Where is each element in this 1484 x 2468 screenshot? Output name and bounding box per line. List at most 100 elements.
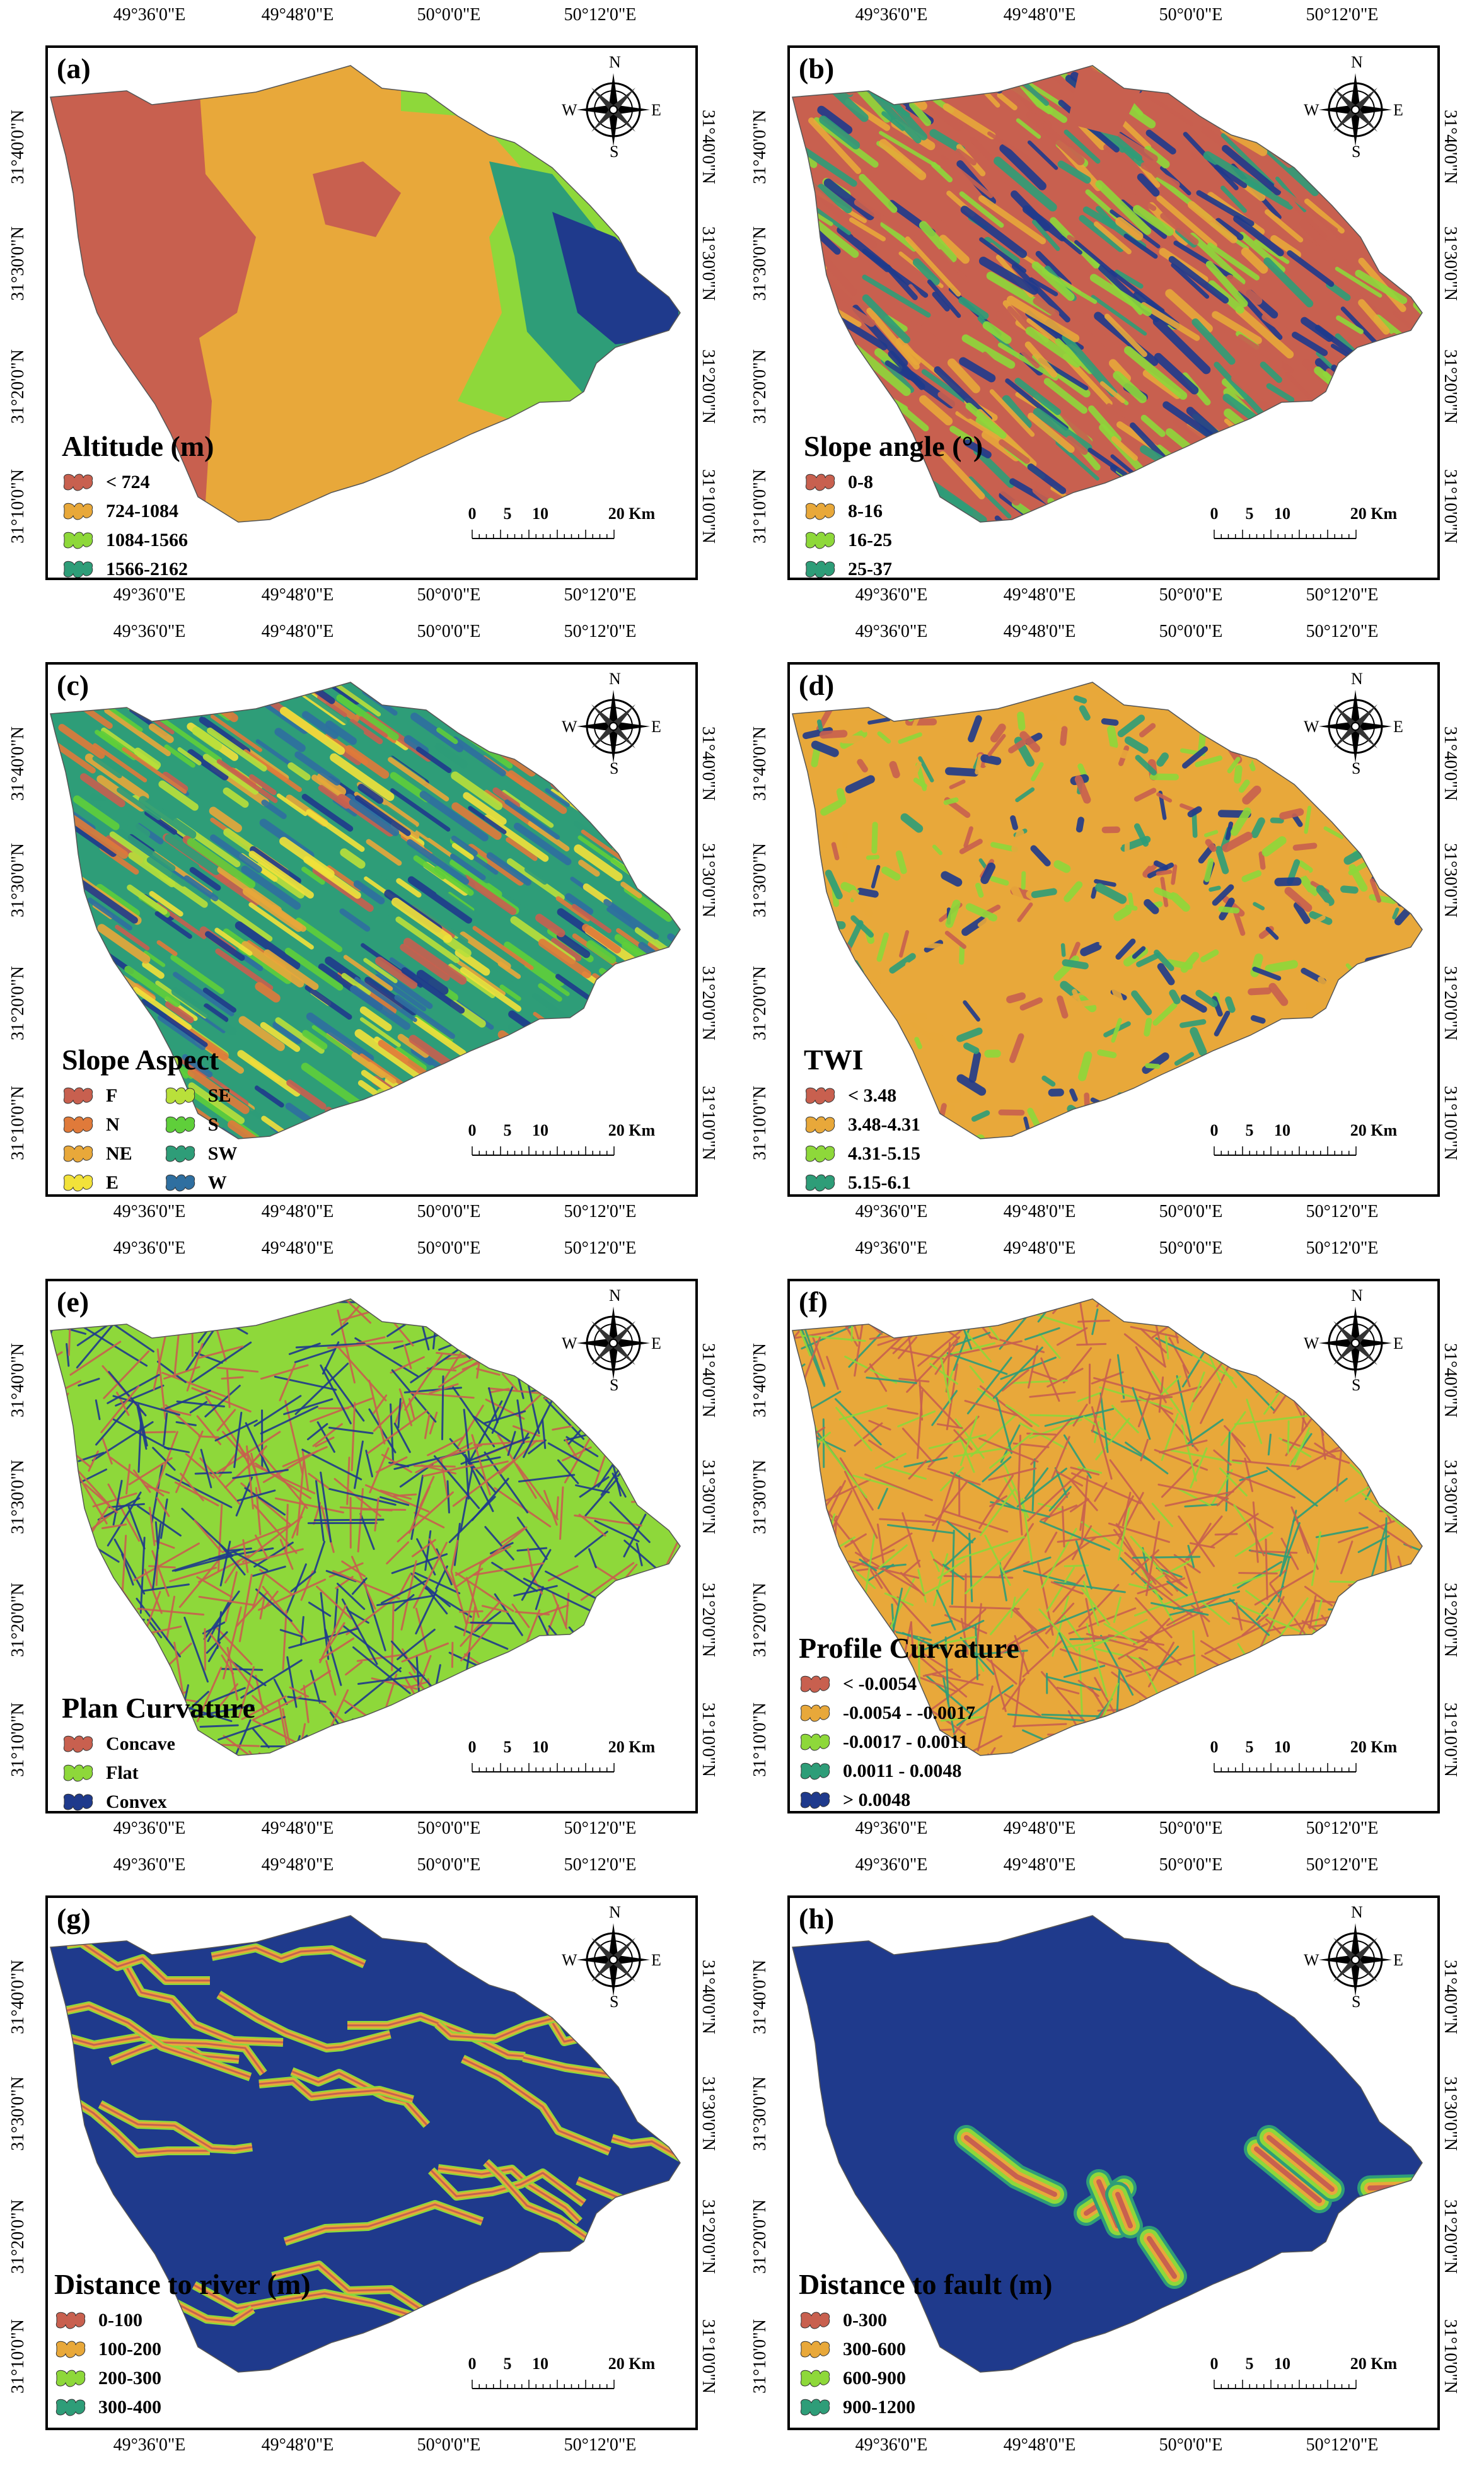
longitude-tick-top: 50°0'0"E: [417, 622, 481, 641]
panel-label: (b): [799, 52, 835, 84]
legend-swatch-icon: [804, 473, 837, 492]
longitude-tick-top: 50°0'0"E: [1159, 622, 1223, 641]
longitude-tick-bottom: 50°12'0"E: [564, 2435, 637, 2455]
legend-label: SW: [207, 1143, 238, 1164]
map-legend: Distance to fault (m) 0-300 300-600 600-900…: [799, 2267, 1052, 2428]
legend-label: < 724: [106, 472, 150, 492]
longitude-tick-top: 50°0'0"E: [417, 1238, 481, 1258]
study-area-map: [792, 65, 1423, 523]
legend-swatch-icon: [62, 1173, 95, 1192]
latitude-tick-left: 31°10'0"N: [750, 2319, 770, 2394]
map-frame: (d) N S E W 0 5 10 20 Km TWI < 3.48 3.48-4.31 4.31-5…: [787, 662, 1440, 1197]
scale-label: 20 Km: [1350, 504, 1398, 523]
north-arrow-icon: N S E W: [1299, 1286, 1412, 1394]
longitude-tick-bottom: 50°12'0"E: [1306, 2435, 1379, 2455]
scale-bar: 0 5 10 20 Km: [1208, 2354, 1410, 2399]
scale-label: 5: [1245, 504, 1254, 523]
legend-swatch-icon: [804, 1115, 837, 1134]
legend-label: 300-400: [98, 2397, 161, 2418]
legend-title: Slope angle (°): [804, 430, 983, 462]
compass-w-label: W: [1304, 101, 1319, 119]
legend-item: 200-300: [54, 2364, 311, 2393]
latitude-tick-left: 31°10'0"N: [8, 2319, 28, 2394]
map-legend: Plan Curvature Concave Flat Convex: [62, 1691, 255, 1811]
legend-swatch-icon: [804, 1173, 837, 1192]
latitude-tick-left: 31°20'0"N: [8, 1583, 28, 1657]
longitude-tick-bottom: 49°48'0"E: [1003, 1202, 1076, 1221]
scale-label: 0: [1210, 504, 1219, 523]
latitude-tick-right: 31°30'0"N: [698, 226, 718, 301]
legend-item: < 724: [62, 468, 214, 497]
compass-e-label: E: [1393, 101, 1403, 119]
latitude-tick-left: 31°10'0"N: [8, 1703, 28, 1777]
longitude-tick-top: 49°36'0"E: [855, 1855, 928, 1875]
latitude-tick-right: 31°40'0"N: [698, 110, 718, 184]
longitude-tick-bottom: 50°0'0"E: [417, 2435, 481, 2455]
legend-swatch-icon: [62, 1086, 95, 1105]
longitude-tick-top: 49°48'0"E: [261, 622, 334, 641]
legend-item: W: [164, 1168, 241, 1194]
compass-w-label: W: [1304, 1334, 1319, 1353]
compass-n-label: N: [609, 670, 621, 688]
legend-swatch-icon: [54, 2369, 87, 2388]
scale-label: 0: [1210, 2354, 1219, 2373]
map-frame: (f) N S E W 0 5 10 20 Km Profile Curvature < -0.00…: [787, 1279, 1440, 1813]
longitude-tick-top: 50°0'0"E: [1159, 1238, 1223, 1258]
longitude-tick-top: 50°12'0"E: [564, 1238, 637, 1258]
latitude-tick-left: 31°10'0"N: [750, 1703, 770, 1777]
legend-item: SE: [164, 1081, 241, 1110]
legend-label: 8-16: [848, 501, 883, 521]
latitude-tick-left: 31°40'0"N: [750, 110, 770, 184]
scale-label: 5: [1245, 2354, 1254, 2373]
map-frame: (b) N S E W 0 5 10 20 Km Slope angle (°) 0-8 8-16 16…: [787, 45, 1440, 580]
north-arrow-icon: N S E W: [557, 53, 670, 161]
study-area-map: [792, 1298, 1423, 1756]
latitude-tick-left: 31°20'0"N: [8, 966, 28, 1040]
scale-label: 0: [468, 1738, 477, 1756]
scale-label: 5: [503, 2354, 512, 2373]
compass-n-label: N: [1351, 1286, 1363, 1305]
longitude-tick-bottom: 49°48'0"E: [261, 2435, 334, 2455]
legend-label: > 400: [98, 2426, 142, 2428]
latitude-tick-right: 31°20'0"N: [698, 349, 718, 424]
legend-item: 0.0011 - 0.0048: [799, 1757, 1019, 1786]
longitude-tick-bottom: 50°0'0"E: [1159, 2435, 1223, 2455]
legend-swatch-icon: [62, 1793, 95, 1811]
latitude-tick-left: 31°30'0"N: [750, 1460, 770, 1534]
map-panel: 49°36'0"E 49°36'0"E 49°48'0"E 49°48'0"E 50°0…: [742, 1850, 1484, 2467]
longitude-tick-bottom: 50°0'0"E: [417, 1202, 481, 1221]
scale-label: 20 Km: [608, 504, 656, 523]
latitude-tick-left: 31°40'0"N: [750, 1960, 770, 2034]
panel-label: (a): [57, 52, 91, 84]
compass-s-label: S: [1352, 759, 1361, 777]
map-panel: 49°36'0"E 49°36'0"E 49°48'0"E 49°48'0"E 50°0…: [742, 617, 1484, 1233]
study-area-map: [50, 1915, 681, 2373]
compass-n-label: N: [1351, 670, 1363, 688]
longitude-tick-top: 50°12'0"E: [564, 5, 637, 25]
panel-label: (g): [57, 1902, 91, 1935]
latitude-tick-left: 31°20'0"N: [8, 349, 28, 424]
latitude-tick-right: 31°10'0"N: [1440, 469, 1460, 544]
scale-label: 0: [468, 2354, 477, 2373]
longitude-tick-bottom: 49°36'0"E: [113, 585, 186, 605]
legend-swatch-icon: [799, 2398, 832, 2417]
longitude-tick-bottom: 49°36'0"E: [855, 2435, 928, 2455]
latitude-tick-right: 31°20'0"N: [1440, 1583, 1460, 1657]
latitude-tick-left: 31°40'0"N: [8, 1343, 28, 1417]
map-panel: 49°36'0"E 49°36'0"E 49°48'0"E 49°48'0"E 50°0…: [0, 1233, 742, 1850]
map-legend: Distance to river (m) 0-100 100-200 200-300…: [54, 2267, 311, 2428]
legend-swatch-icon: [799, 1791, 832, 1810]
legend-item: F: [62, 1081, 132, 1110]
legend-item: Concave: [62, 1730, 255, 1759]
legend-item: N: [62, 1110, 132, 1139]
legend-item: 300-400: [54, 2393, 311, 2422]
latitude-tick-left: 31°10'0"N: [750, 469, 770, 544]
legend-label: 900-1200: [843, 2397, 915, 2418]
scale-label: 5: [1245, 1121, 1254, 1139]
legend-item: 0-8: [804, 468, 983, 497]
north-arrow-icon: N S E W: [557, 1903, 670, 2011]
longitude-tick-bottom: 49°48'0"E: [261, 1819, 334, 1838]
longitude-tick-bottom: 49°48'0"E: [261, 585, 334, 605]
latitude-tick-right: 31°40'0"N: [698, 1960, 718, 2034]
legend-swatch-icon: [54, 2398, 87, 2417]
